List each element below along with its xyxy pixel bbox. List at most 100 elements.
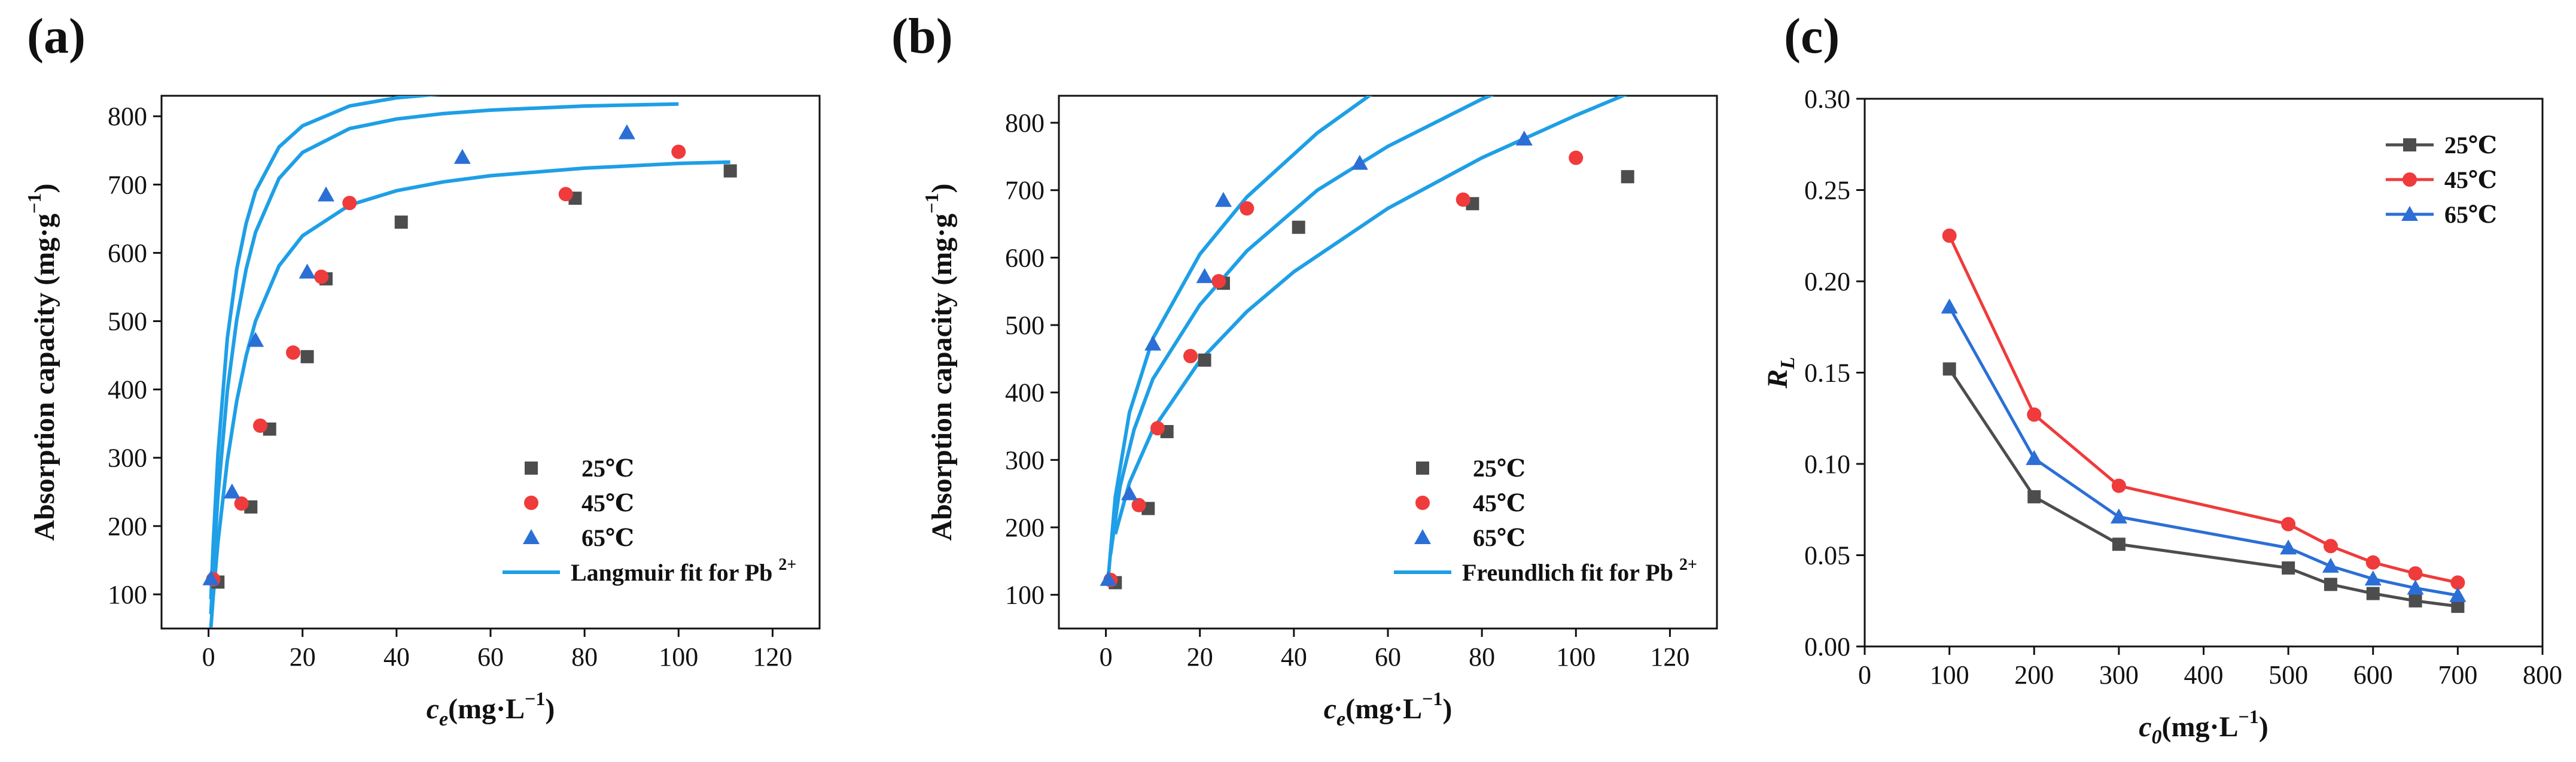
x-tick-label: 100 — [1556, 642, 1595, 672]
y-axis-label: Absorption capacity (mg·g — [29, 214, 60, 541]
data-point — [1198, 353, 1211, 367]
series-line — [1948, 368, 2458, 608]
data-point — [1100, 570, 1117, 586]
data-point — [1456, 192, 1470, 207]
legend-marker — [1415, 496, 1430, 510]
data-point — [1942, 228, 1957, 243]
legend: 25℃ 45℃ 65℃ Langmuir fit for Pb 2+ — [503, 455, 796, 586]
legend-marker — [523, 529, 540, 544]
y-axis-title: Absorption capacity (mg·g−1) — [921, 184, 958, 541]
x-axis-subscript: e — [439, 708, 448, 730]
data-point — [2281, 517, 2296, 532]
x-tick-label: 600 — [2353, 660, 2393, 690]
legend-marker — [2401, 206, 2418, 221]
data-point — [2451, 599, 2465, 613]
data-point — [2282, 561, 2295, 575]
x-axis-symbol: c — [2139, 711, 2151, 743]
data-point — [318, 186, 334, 202]
y-tick-label: 0.00 — [1804, 632, 1850, 661]
x-axis-title: c0(mg·L−1) — [2139, 706, 2269, 748]
data-point — [2026, 450, 2043, 465]
data-point — [1292, 220, 1305, 234]
data-point — [1120, 485, 1138, 500]
y-tick-label: 300 — [108, 444, 147, 473]
data-point — [1515, 130, 1533, 146]
series-65℃ — [202, 124, 635, 585]
x-axis-exponent: −1 — [525, 688, 545, 709]
y-tick-label: 100 — [1005, 581, 1045, 610]
legend-fit-label: Freundlich fit for Pb 2+ — [1462, 555, 1697, 586]
series-45℃ — [1103, 150, 1584, 587]
legend-fit-superscript: 2+ — [778, 555, 796, 574]
data-point — [314, 269, 329, 284]
data-point — [1941, 298, 1958, 314]
y-tick-label: 700 — [1005, 176, 1045, 205]
data-point — [558, 187, 573, 202]
x-tick-label: 40 — [383, 642, 410, 672]
series-25℃ — [1942, 362, 2465, 613]
fit-curve-1 — [209, 160, 730, 629]
x-axis-title: ce(mg·L−1) — [427, 688, 555, 730]
y-tick-label: 0.15 — [1804, 359, 1850, 388]
data-point — [1240, 201, 1254, 216]
x-axis-symbol: c — [427, 693, 439, 725]
x-axis-close: ) — [1442, 693, 1452, 725]
legend: 25℃ 45℃ 65℃ Freundlich fit for Pb 2+ — [1394, 455, 1697, 586]
data-point — [247, 332, 264, 347]
y-tick-label: 0.10 — [1804, 450, 1850, 479]
x-tick-label: 0 — [202, 642, 215, 672]
data-point — [1351, 154, 1368, 170]
legend-marker — [1416, 462, 1429, 475]
series-65℃ — [1100, 130, 1533, 586]
x-tick-label: 120 — [753, 642, 792, 672]
series-45℃ — [1942, 228, 2465, 590]
y-axis-label: Absorption capacity (mg·g — [926, 214, 958, 541]
fit-curve-1 — [1113, 96, 1628, 535]
y-axis-exponent: −1 — [23, 193, 45, 214]
panel-a: (a) 0 20 40 60 80 100 120 100 200 300 400 500 600 700 8… — [23, 8, 821, 730]
legend-label: 45℃ — [1473, 490, 1525, 517]
y-tick-label: 300 — [1005, 445, 1045, 475]
data-point — [253, 418, 267, 433]
data-point — [1215, 192, 1232, 207]
y-tick-label: 400 — [1005, 378, 1045, 408]
data-point — [2324, 578, 2337, 591]
x-tick-label: 20 — [290, 642, 316, 672]
legend-label: 45℃ — [2444, 166, 2497, 193]
x-axis-subscript: e — [1336, 708, 1345, 730]
data-point — [2112, 538, 2126, 551]
panel-b: (b) 0 20 40 60 80 100 120 100 200 300 400 500 600 700 8… — [891, 8, 1718, 730]
fit-curve-3 — [1106, 96, 1372, 578]
x-tick-label: 500 — [2269, 660, 2308, 690]
x-tick-label: 60 — [1375, 642, 1401, 672]
legend-label: 45℃ — [581, 490, 634, 517]
y-tick-label: 200 — [1005, 513, 1045, 542]
x-tick-label: 120 — [1650, 642, 1689, 672]
x-tick-label: 400 — [2184, 660, 2224, 690]
panel-label: (c) — [1784, 8, 1840, 64]
legend-marker — [525, 462, 538, 475]
data-point — [2450, 575, 2465, 590]
x-tick-label: 80 — [571, 642, 598, 672]
data-point — [2408, 566, 2423, 581]
y-axis-exponent: −1 — [921, 193, 942, 214]
x-axis-unit: (mg·L — [1345, 693, 1422, 725]
y-tick-label: 800 — [1005, 108, 1045, 138]
x-tick-label: 0 — [1100, 642, 1113, 672]
x-axis-close: ) — [2259, 711, 2269, 743]
y-tick-label: 600 — [1005, 243, 1045, 272]
data-point — [394, 215, 408, 229]
data-point — [1150, 421, 1165, 436]
x-axis-unit: (mg·L — [448, 693, 525, 725]
series-45℃ — [206, 144, 686, 587]
data-point — [2365, 555, 2380, 570]
data-point — [1131, 497, 1146, 512]
legend-marker — [2403, 172, 2417, 187]
series-line — [1948, 306, 2458, 597]
panel-c: (c) 0 100 200 300 400 500 600 700 800 0.00 0.05 0.10… — [1762, 8, 2562, 748]
legend-marker — [524, 496, 538, 510]
y-tick-label: 500 — [108, 307, 147, 336]
plot-frame — [1864, 98, 2544, 648]
x-axis-subscript: 0 — [2152, 726, 2162, 748]
